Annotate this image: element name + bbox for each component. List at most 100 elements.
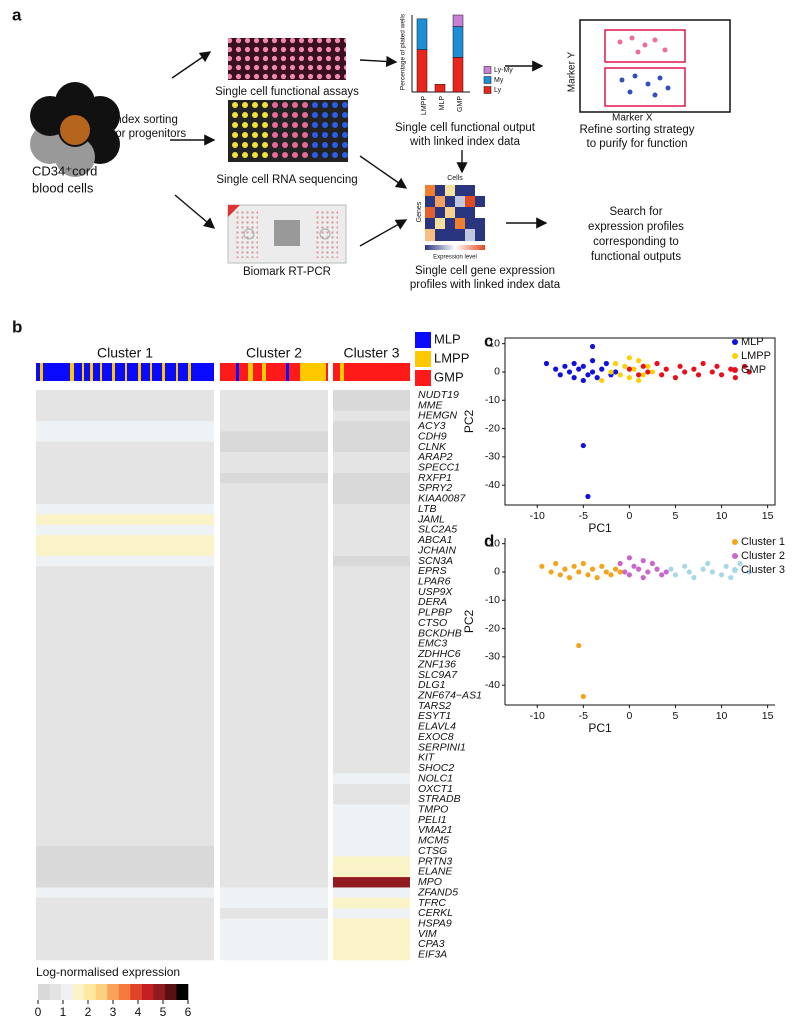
- point: [682, 369, 688, 375]
- heatmap-cell: [333, 908, 410, 919]
- y-tick-label: -10: [485, 394, 500, 406]
- heatmap-cell: [220, 804, 328, 816]
- point: [636, 372, 642, 378]
- y-tick-label: -40: [485, 479, 500, 491]
- point: [636, 566, 642, 572]
- x-tick-label: -5: [579, 710, 588, 722]
- heatmap-cell: [220, 483, 328, 494]
- assay-label: Single cell RNA sequencing: [216, 174, 357, 186]
- gene-label: RXFP1: [418, 472, 452, 484]
- gene-label: ACY3: [417, 420, 446, 432]
- heatmap-cell: [36, 711, 214, 722]
- point: [612, 566, 619, 572]
- legend-swatch: [415, 351, 431, 367]
- heatmap-cell: [36, 597, 214, 608]
- heatmap-cell: [36, 669, 214, 681]
- gene-label: ZFAND5: [417, 886, 458, 898]
- colorbar-swatch: [72, 984, 85, 1000]
- heatmap-cell: [36, 504, 214, 515]
- heatmap-cell: [36, 887, 214, 899]
- colorbar-tick-label: 1: [60, 1005, 67, 1019]
- refine-text: to purify for function: [587, 138, 688, 150]
- heatmap-cell: [333, 814, 410, 826]
- point: [700, 360, 706, 367]
- point: [663, 569, 669, 575]
- heatmap-cell: [333, 711, 410, 722]
- heatmap-cell: [220, 866, 328, 878]
- bar: [452, 26, 464, 58]
- point: [705, 560, 711, 567]
- point: [589, 358, 596, 364]
- profiles-text: profiles with linked index data: [410, 279, 561, 291]
- heatmap-cell: [220, 524, 328, 536]
- gene-label: JAML: [417, 513, 445, 525]
- point: [631, 366, 637, 372]
- gene-label: SCN3A: [418, 555, 453, 567]
- legend-swatch: [415, 332, 431, 348]
- x-tick-label: GMP: [457, 96, 464, 112]
- point: [599, 366, 605, 372]
- point: [617, 560, 623, 567]
- heatmap-cell: [333, 628, 410, 640]
- heatmap-cell: [220, 783, 328, 795]
- heatmap-cell: [220, 555, 328, 567]
- gene-label: SPECC1: [418, 462, 460, 474]
- plot-frame: [505, 538, 775, 705]
- heatmap-cell: [333, 452, 410, 463]
- heatmap-cell: [333, 431, 410, 443]
- heatmap-cell: [333, 504, 410, 515]
- heatmap-cell: [36, 763, 214, 774]
- y-tick-label: -20: [485, 422, 500, 434]
- output-text: with linked index data: [409, 136, 521, 148]
- heatmap-cell: [220, 586, 328, 598]
- heatmap-cell: [333, 939, 410, 950]
- point: [626, 375, 633, 381]
- legend-marker: [732, 367, 738, 373]
- heatmap-cell: [333, 545, 410, 557]
- marker-y: Marker Y: [567, 51, 578, 92]
- legend-marker: [732, 553, 738, 559]
- colorbar-tick-label: 3: [110, 1005, 117, 1019]
- sorting-text: for progenitors: [112, 128, 186, 140]
- colorbar-swatch: [130, 984, 143, 1000]
- point: [585, 493, 591, 500]
- heatmap-cell: [36, 441, 214, 453]
- heatmap-cell: [333, 680, 410, 691]
- y-axis-label: PC2: [462, 610, 476, 634]
- heatmap-cell: [220, 939, 328, 950]
- point: [557, 572, 563, 578]
- heatmap-cell: [333, 441, 410, 453]
- search-text: Search for: [609, 206, 662, 218]
- y-tick-label: -30: [485, 451, 500, 463]
- heatmap-cell: [220, 400, 328, 412]
- heatmap-cell: [220, 441, 328, 453]
- heatmap-cell: [36, 773, 214, 785]
- heatmap-cell: [220, 421, 328, 432]
- heatmap-cell: [333, 566, 410, 577]
- heatmap-cell: [36, 752, 214, 764]
- point: [589, 343, 596, 350]
- colorbar-title: Log-normalised expression: [36, 965, 180, 979]
- gene-label: PELI1: [418, 814, 447, 826]
- y-tick-label: 10: [488, 337, 500, 349]
- point: [636, 377, 642, 384]
- gene-label: ZDHHC6: [417, 648, 461, 660]
- heatmap-cell: [333, 618, 410, 629]
- legend-label: GMP: [741, 364, 766, 376]
- point: [580, 363, 586, 369]
- panel-label: d: [484, 531, 494, 550]
- legend-label: MLP: [434, 331, 461, 346]
- heatmap-cell: [333, 866, 410, 878]
- heatmap-cell: [333, 649, 410, 660]
- cluster-label: Cluster 3: [343, 345, 399, 361]
- legend-swatch: [483, 76, 492, 84]
- heatmap-cell: [36, 877, 214, 888]
- heatmap-cell: [36, 524, 214, 536]
- colorbar-swatch: [164, 984, 177, 1000]
- plot-frame: [504, 337, 776, 506]
- legend-label: My: [494, 77, 504, 84]
- cell-cluster-icon: [30, 82, 120, 177]
- heatmap-cell: [36, 866, 214, 878]
- heatmap-cell: [220, 918, 328, 930]
- y-tick-label: -20: [485, 622, 500, 634]
